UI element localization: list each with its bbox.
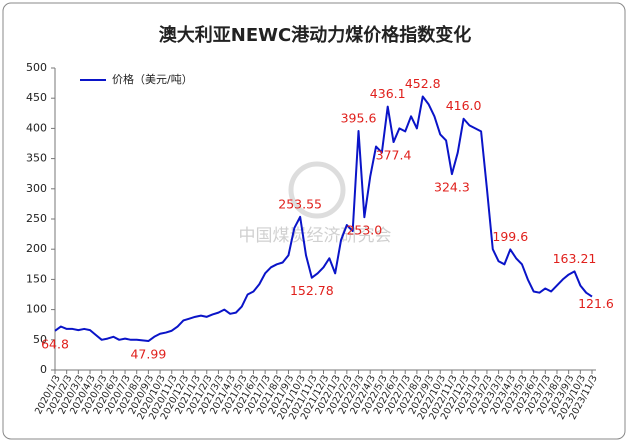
- y-tick-label: 450: [26, 91, 47, 104]
- data-label: 253.55: [278, 196, 322, 211]
- data-label: 64.8: [41, 336, 69, 351]
- y-tick-label: 400: [26, 121, 47, 134]
- data-label: 47.99: [130, 347, 166, 362]
- y-tick-label: 350: [26, 152, 47, 165]
- y-tick-label: 50: [33, 333, 47, 346]
- y-tick-label: 0: [40, 363, 47, 376]
- y-tick-label: 150: [26, 272, 47, 285]
- data-label: 395.6: [341, 111, 377, 126]
- data-label: 324.3: [434, 180, 470, 195]
- data-label: 253.0: [346, 223, 382, 238]
- y-tick-label: 200: [26, 242, 47, 255]
- data-label: 452.8: [405, 76, 441, 91]
- data-label: 121.6: [578, 296, 614, 311]
- data-label: 377.4: [376, 148, 412, 163]
- y-tick-label: 250: [26, 212, 47, 225]
- y-tick-label: 300: [26, 182, 47, 195]
- price-line: [54, 95, 593, 343]
- y-tick-label: 100: [26, 303, 47, 316]
- data-label: 436.1: [370, 86, 406, 101]
- data-label: 199.6: [492, 229, 528, 244]
- data-label: 163.21: [553, 251, 597, 266]
- y-tick-label: 500: [26, 61, 47, 74]
- legend-label: 价格（美元/吨）: [112, 72, 193, 86]
- chart-title: 澳大利亚NEWC港动力煤价格指数变化: [159, 24, 471, 46]
- data-label: 152.78: [290, 283, 334, 298]
- data-label: 416.0: [446, 98, 482, 113]
- watermark-logo: [288, 161, 346, 219]
